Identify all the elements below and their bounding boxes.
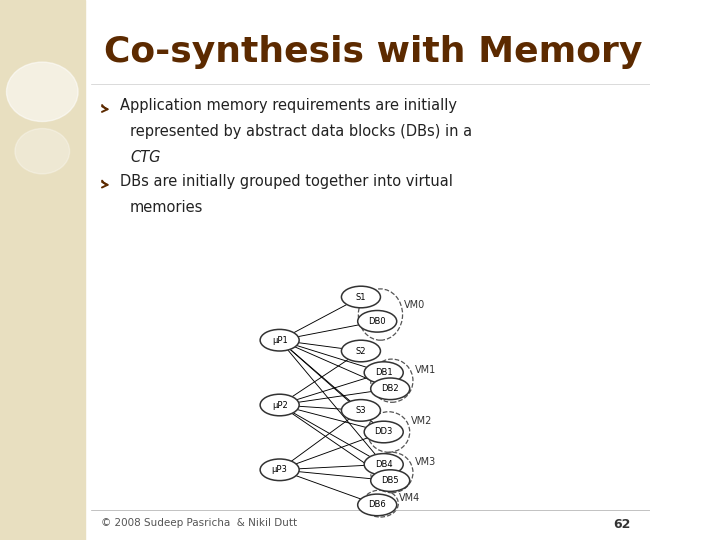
Text: μP2: μP2 xyxy=(271,401,287,409)
Ellipse shape xyxy=(364,362,403,383)
Text: VM3: VM3 xyxy=(415,457,436,467)
Ellipse shape xyxy=(364,454,403,475)
Ellipse shape xyxy=(260,394,299,416)
Text: DBs are initially grouped together into virtual: DBs are initially grouped together into … xyxy=(120,174,453,189)
Text: Co-synthesis with Memory: Co-synthesis with Memory xyxy=(104,35,642,69)
Text: represented by abstract data blocks (DBs) in a: represented by abstract data blocks (DBs… xyxy=(130,124,472,139)
Text: DB1: DB1 xyxy=(375,368,392,377)
Text: DB2: DB2 xyxy=(382,384,399,393)
Circle shape xyxy=(6,62,78,122)
Ellipse shape xyxy=(341,340,380,362)
Ellipse shape xyxy=(364,421,403,443)
Text: VM0: VM0 xyxy=(404,300,425,310)
Text: DB0: DB0 xyxy=(369,317,386,326)
Text: μP3: μP3 xyxy=(271,465,287,474)
Ellipse shape xyxy=(371,470,410,491)
Ellipse shape xyxy=(358,310,397,332)
Bar xyxy=(0,0,84,540)
Ellipse shape xyxy=(341,400,380,421)
Text: memories: memories xyxy=(130,200,204,215)
Text: Application memory requirements are initially: Application memory requirements are init… xyxy=(120,98,457,113)
Text: © 2008 Sudeep Pasricha  & Nikil Dutt: © 2008 Sudeep Pasricha & Nikil Dutt xyxy=(101,518,297,529)
Text: S1: S1 xyxy=(356,293,366,301)
Ellipse shape xyxy=(341,286,380,308)
Ellipse shape xyxy=(260,329,299,351)
Text: CTG: CTG xyxy=(130,150,161,165)
Text: VM1: VM1 xyxy=(415,365,436,375)
Text: μP1: μP1 xyxy=(271,336,287,345)
Text: DD3: DD3 xyxy=(374,428,393,436)
Text: S3: S3 xyxy=(356,406,366,415)
Circle shape xyxy=(15,129,70,174)
Text: DB5: DB5 xyxy=(382,476,399,485)
Ellipse shape xyxy=(371,378,410,400)
Text: S2: S2 xyxy=(356,347,366,355)
Text: DB6: DB6 xyxy=(369,501,386,509)
Text: VM4: VM4 xyxy=(400,493,420,503)
Text: 62: 62 xyxy=(613,518,631,531)
Ellipse shape xyxy=(260,459,299,481)
Text: VM2: VM2 xyxy=(411,416,433,426)
Ellipse shape xyxy=(358,494,397,516)
Text: DB4: DB4 xyxy=(375,460,392,469)
